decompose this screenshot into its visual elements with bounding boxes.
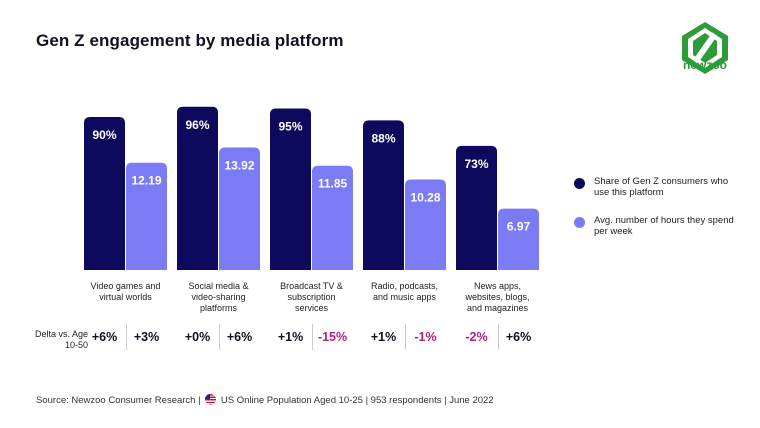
delta-share: -2%	[465, 330, 488, 344]
delta-hours: +6%	[505, 330, 532, 344]
newzoo-logo-icon	[682, 22, 728, 74]
bar-share	[456, 145, 497, 270]
us-flag-icon	[205, 394, 217, 405]
legend-swatch-hours	[574, 217, 585, 228]
data-label-share: 73%	[464, 157, 488, 171]
bar-share	[84, 117, 125, 270]
delta-hours: -15%	[317, 330, 348, 344]
data-label-hours: 10.28	[410, 191, 440, 205]
bar-hours	[498, 208, 539, 270]
source-prefix: Source: Newzoo Consumer Research |	[36, 395, 201, 406]
bar-hours	[312, 165, 353, 270]
data-label-hours: 12.19	[131, 174, 161, 188]
category-label: Radio, podcasts, and music apps	[370, 281, 439, 302]
legend-swatch-share	[574, 178, 585, 189]
delta-hours: +3%	[133, 330, 160, 344]
category-label: Social media & video-sharing platforms	[188, 281, 249, 313]
category-label: Broadcast TV & subscription services	[280, 281, 343, 313]
category-label: Video games and virtual worlds	[90, 281, 161, 302]
delta-hours: -1%	[414, 330, 437, 344]
delta-divider	[218, 324, 220, 350]
bar-share	[177, 106, 218, 270]
data-label-share: 95%	[278, 120, 302, 134]
delta-divider	[125, 324, 127, 350]
source-note: Source: Newzoo Consumer Research | US On…	[36, 394, 494, 406]
logo-text: newzoo	[683, 58, 727, 72]
delta-share: +6%	[91, 330, 118, 344]
data-label-share: 90%	[92, 128, 116, 142]
delta-label: Delta vs. Age 10-50	[34, 329, 88, 350]
data-label-share: 88%	[371, 131, 395, 145]
data-label-hours: 13.92	[224, 159, 254, 173]
delta-divider	[497, 324, 499, 350]
legend-label-share: Share of Gen Z consumers who use this pl…	[594, 176, 729, 198]
legend-label-hours: Avg. number of hours they spend per week	[594, 215, 734, 237]
category-label: News apps, websites, blogs, and magazines	[465, 281, 530, 313]
delta-divider	[311, 324, 313, 350]
bar-hours	[405, 179, 446, 270]
delta-share: +0%	[184, 330, 211, 344]
source-suffix: US Online Population Aged 10-25 | 953 re…	[220, 395, 494, 406]
bar-hours	[219, 147, 260, 270]
delta-hours: +6%	[226, 330, 253, 344]
chart-title: Gen Z engagement by media platform	[36, 31, 344, 50]
bar-share	[270, 108, 311, 270]
bar-hours	[126, 162, 167, 270]
delta-share: +1%	[277, 330, 304, 344]
data-label-hours: 6.97	[507, 220, 531, 234]
bar-share	[363, 120, 404, 271]
data-label-hours: 11.85	[318, 177, 348, 191]
delta-share: +1%	[370, 330, 397, 344]
data-label-share: 96%	[185, 118, 209, 132]
delta-divider	[404, 324, 406, 350]
